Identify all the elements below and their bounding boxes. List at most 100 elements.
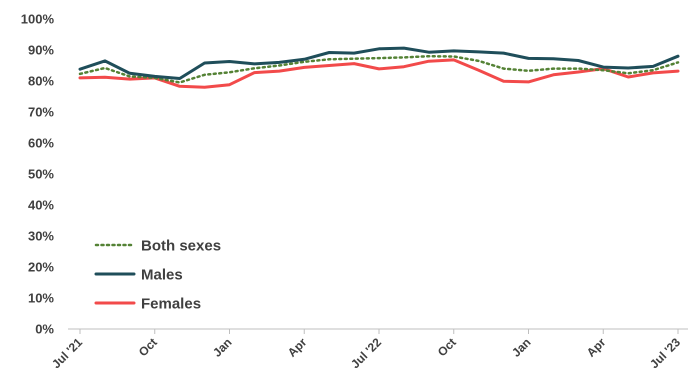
- data-point: [378, 47, 381, 50]
- data-point: [178, 85, 181, 88]
- x-axis: Jul '21 Oct Jan Apr Jul '22 Oct Jan Apr Jul '23: [49, 329, 683, 371]
- data-point: [452, 49, 455, 52]
- data-point: [477, 59, 480, 62]
- data-point: [452, 58, 455, 61]
- x-tick-label: Jan: [509, 335, 534, 360]
- data-point: [427, 55, 430, 58]
- y-tick-label: 80%: [28, 74, 54, 89]
- y-tick-label: 70%: [28, 105, 54, 120]
- y-tick-label: 0%: [35, 322, 54, 337]
- data-point: [477, 50, 480, 53]
- data-point: [677, 70, 680, 73]
- data-point: [402, 56, 405, 59]
- data-point: [228, 71, 231, 74]
- legend-label: Both sexes: [141, 238, 221, 255]
- data-point: [79, 72, 82, 75]
- y-axis: 0% 10% 20% 30% 40% 50% 60% 70% 80% 90% 100%: [21, 12, 55, 337]
- data-point: [328, 58, 331, 61]
- data-point: [203, 73, 206, 76]
- data-point: [652, 71, 655, 74]
- data-point: [203, 86, 206, 89]
- data-point: [278, 64, 281, 67]
- y-tick-label: 20%: [28, 260, 54, 275]
- data-point: [178, 77, 181, 80]
- data-point: [128, 78, 131, 81]
- data-point: [427, 51, 430, 54]
- data-point: [502, 52, 505, 55]
- data-point: [79, 68, 82, 71]
- data-point: [552, 67, 555, 70]
- data-point: [153, 75, 156, 78]
- data-point: [527, 57, 530, 60]
- data-point: [203, 62, 206, 65]
- data-point: [577, 59, 580, 62]
- x-tick-label: Jan: [210, 335, 235, 360]
- series-both-sexes: [78, 54, 680, 84]
- x-tick-label: Jul '21: [49, 335, 85, 371]
- data-point: [477, 69, 480, 72]
- y-tick-label: 40%: [28, 198, 54, 213]
- y-tick-label: 50%: [28, 167, 54, 182]
- series-males: [78, 46, 680, 80]
- data-point: [303, 66, 306, 69]
- data-point: [378, 57, 381, 60]
- data-point: [402, 65, 405, 68]
- data-point: [278, 61, 281, 64]
- legend: Both sexes Males Females: [94, 238, 221, 313]
- data-point: [128, 72, 131, 75]
- data-point: [103, 59, 106, 62]
- data-point: [328, 64, 331, 67]
- data-point: [353, 52, 356, 55]
- data-point: [627, 72, 630, 75]
- data-point: [278, 70, 281, 73]
- x-tick-label: Oct: [136, 335, 160, 359]
- series-line-females: [78, 58, 680, 89]
- data-point: [652, 65, 655, 68]
- data-point: [627, 75, 630, 78]
- x-tick-label: Jul '23: [647, 335, 683, 371]
- x-tick-label: Apr: [584, 335, 609, 360]
- y-tick-label: 60%: [28, 136, 54, 151]
- legend-item-both-sexes: Both sexes: [94, 238, 221, 255]
- data-point: [527, 69, 530, 72]
- data-point: [577, 67, 580, 70]
- y-tick-label: 100%: [21, 12, 55, 27]
- data-point: [303, 58, 306, 61]
- series-line-males: [78, 46, 680, 80]
- series-females: [78, 58, 680, 89]
- x-tick-label: Jul '22: [348, 335, 384, 371]
- series-line-both-sexes: [78, 54, 680, 84]
- data-point: [577, 71, 580, 74]
- data-point: [427, 60, 430, 63]
- data-point: [253, 62, 256, 65]
- legend-item-males: Males: [94, 267, 183, 284]
- data-point: [502, 80, 505, 83]
- data-point: [652, 69, 655, 72]
- data-point: [602, 69, 605, 72]
- data-point: [103, 76, 106, 79]
- data-point: [178, 81, 181, 84]
- data-point: [627, 66, 630, 69]
- data-point: [502, 67, 505, 70]
- x-tick-label: Oct: [435, 335, 459, 359]
- data-point: [228, 60, 231, 63]
- data-point: [677, 61, 680, 64]
- data-point: [452, 55, 455, 58]
- y-tick-label: 30%: [28, 229, 54, 244]
- y-tick-label: 10%: [28, 291, 54, 306]
- data-point: [253, 71, 256, 74]
- data-point: [253, 67, 256, 70]
- data-point: [353, 57, 356, 60]
- data-point: [378, 67, 381, 70]
- data-point: [677, 55, 680, 58]
- data-point: [552, 73, 555, 76]
- data-point: [228, 83, 231, 86]
- data-point: [402, 47, 405, 50]
- data-point: [527, 80, 530, 83]
- legend-label: Males: [141, 267, 183, 284]
- data-point: [552, 57, 555, 60]
- data-point: [128, 75, 131, 78]
- plot-series: [78, 46, 680, 89]
- data-point: [602, 66, 605, 69]
